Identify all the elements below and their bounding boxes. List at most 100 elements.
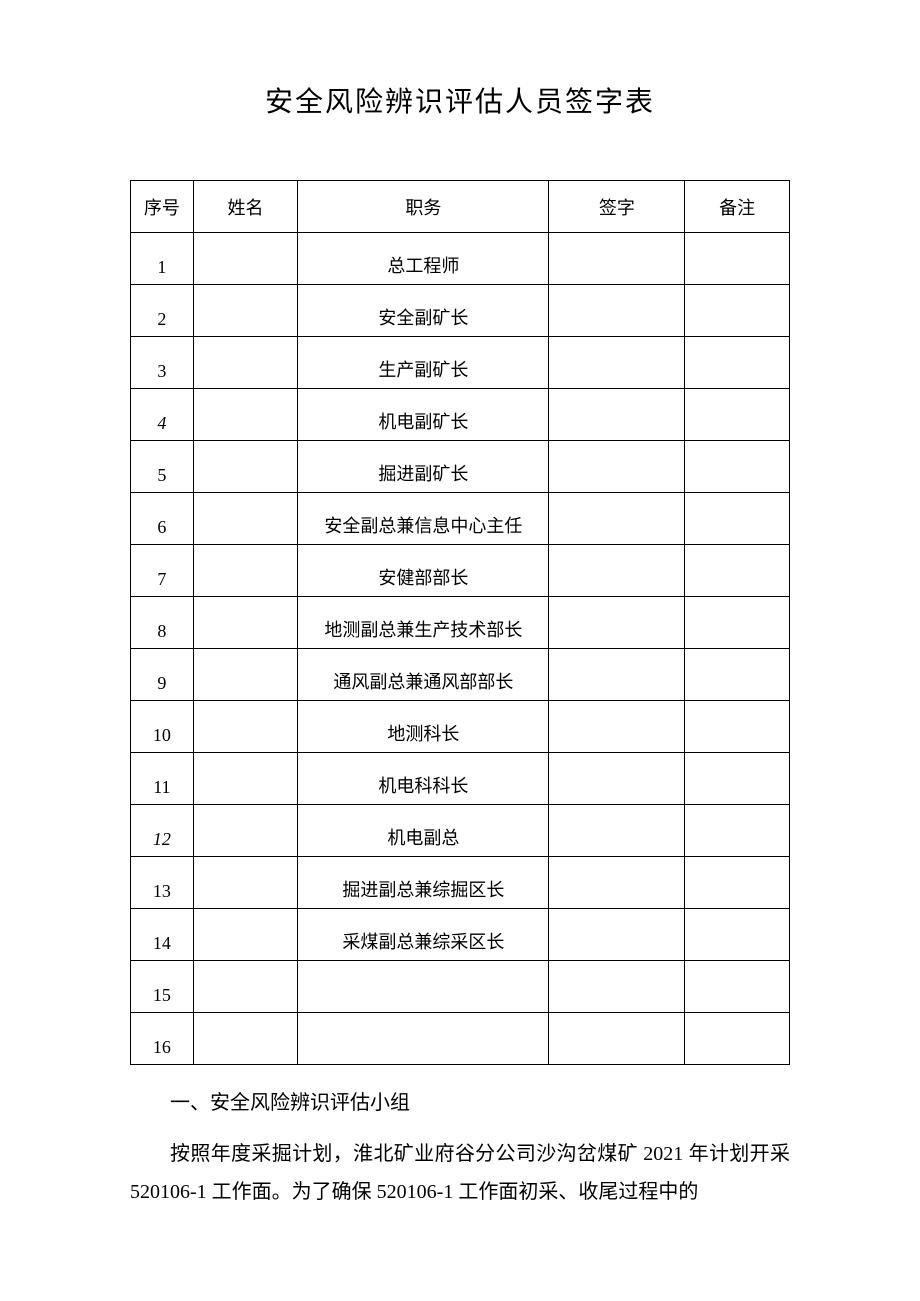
cell-name (193, 701, 298, 753)
cell-remark (685, 441, 790, 493)
cell-position: 安全副总兼信息中心主任 (298, 493, 549, 545)
cell-name (193, 493, 298, 545)
cell-seq: 11 (131, 753, 194, 805)
cell-sign (549, 441, 685, 493)
cell-remark (685, 285, 790, 337)
cell-seq: 8 (131, 597, 194, 649)
cell-name (193, 545, 298, 597)
cell-seq: 13 (131, 857, 194, 909)
cell-remark (685, 909, 790, 961)
cell-position: 安全副矿长 (298, 285, 549, 337)
cell-position: 地测科长 (298, 701, 549, 753)
page-title: 安全风险辨识评估人员签字表 (130, 80, 790, 120)
cell-sign (549, 597, 685, 649)
body-text: 按照年度采掘计划，淮北矿业府谷分公司沙沟岔煤矿 2021 年计划开采 52010… (130, 1135, 790, 1211)
cell-position: 掘进副总兼综掘区长 (298, 857, 549, 909)
cell-name (193, 389, 298, 441)
cell-name (193, 441, 298, 493)
cell-seq: 9 (131, 649, 194, 701)
cell-seq: 15 (131, 961, 194, 1013)
cell-position: 安健部部长 (298, 545, 549, 597)
table-row: 11 机电科科长 (131, 753, 790, 805)
table-row: 8 地测副总兼生产技术部长 (131, 597, 790, 649)
cell-remark (685, 753, 790, 805)
cell-sign (549, 285, 685, 337)
cell-name (193, 233, 298, 285)
cell-position: 总工程师 (298, 233, 549, 285)
table-row: 4 机电副矿长 (131, 389, 790, 441)
cell-position: 地测副总兼生产技术部长 (298, 597, 549, 649)
cell-sign (549, 1013, 685, 1065)
section-heading: 一、安全风险辨识评估小组 (130, 1085, 790, 1121)
cell-position (298, 1013, 549, 1065)
col-header-seq: 序号 (131, 181, 194, 233)
cell-seq: 1 (131, 233, 194, 285)
cell-name (193, 753, 298, 805)
cell-name (193, 805, 298, 857)
cell-position (298, 961, 549, 1013)
cell-sign (549, 649, 685, 701)
table-body: 1 总工程师 2 安全副矿长3生产副矿长4 机电副矿长5掘进副矿长6 安全副总兼信息中心主… (131, 233, 790, 1065)
table-row: 7 安健部部长 (131, 545, 790, 597)
cell-sign (549, 337, 685, 389)
table-header-row: 序号 姓名 职务 签字 备注 (131, 181, 790, 233)
cell-position: 机电科科长 (298, 753, 549, 805)
cell-remark (685, 1013, 790, 1065)
cell-remark (685, 545, 790, 597)
cell-remark (685, 337, 790, 389)
cell-position: 机电副矿长 (298, 389, 549, 441)
cell-seq: 10 (131, 701, 194, 753)
cell-sign (549, 909, 685, 961)
cell-seq: 12 (131, 805, 194, 857)
cell-position: 通风副总兼通风部部长 (298, 649, 549, 701)
cell-seq: 2 (131, 285, 194, 337)
cell-seq: 7 (131, 545, 194, 597)
cell-name (193, 961, 298, 1013)
cell-seq: 5 (131, 441, 194, 493)
cell-sign (549, 753, 685, 805)
cell-name (193, 1013, 298, 1065)
table-row: 1 总工程师 (131, 233, 790, 285)
table-row: 2 安全副矿长 (131, 285, 790, 337)
cell-seq: 6 (131, 493, 194, 545)
cell-remark (685, 389, 790, 441)
cell-remark (685, 961, 790, 1013)
table-row: 6 安全副总兼信息中心主任 (131, 493, 790, 545)
cell-name (193, 909, 298, 961)
col-header-sign: 签字 (549, 181, 685, 233)
cell-seq: 16 (131, 1013, 194, 1065)
cell-sign (549, 805, 685, 857)
table-row: 12 机电副总 (131, 805, 790, 857)
cell-sign (549, 701, 685, 753)
cell-remark (685, 857, 790, 909)
table-row: 13 掘进副总兼综掘区长 (131, 857, 790, 909)
cell-remark (685, 701, 790, 753)
table-row: 14采煤副总兼综采区长 (131, 909, 790, 961)
table-row: 15 (131, 961, 790, 1013)
cell-sign (549, 857, 685, 909)
col-header-position: 职务 (298, 181, 549, 233)
cell-remark (685, 493, 790, 545)
cell-position: 机电副总 (298, 805, 549, 857)
cell-name (193, 337, 298, 389)
table-row: 9 通风副总兼通风部部长 (131, 649, 790, 701)
cell-position: 采煤副总兼综采区长 (298, 909, 549, 961)
cell-remark (685, 233, 790, 285)
table-row: 16 (131, 1013, 790, 1065)
cell-position: 生产副矿长 (298, 337, 549, 389)
cell-seq: 4 (131, 389, 194, 441)
cell-remark (685, 649, 790, 701)
cell-remark (685, 805, 790, 857)
cell-name (193, 285, 298, 337)
table-row: 3生产副矿长 (131, 337, 790, 389)
cell-remark (685, 597, 790, 649)
table-row: 5掘进副矿长 (131, 441, 790, 493)
col-header-remark: 备注 (685, 181, 790, 233)
cell-name (193, 597, 298, 649)
col-header-name: 姓名 (193, 181, 298, 233)
signature-table: 序号 姓名 职务 签字 备注 1总工程师2安全副矿长3生产副矿长4机电副矿长5掘… (130, 180, 790, 1065)
cell-sign (549, 545, 685, 597)
cell-sign (549, 389, 685, 441)
cell-sign (549, 961, 685, 1013)
cell-name (193, 857, 298, 909)
